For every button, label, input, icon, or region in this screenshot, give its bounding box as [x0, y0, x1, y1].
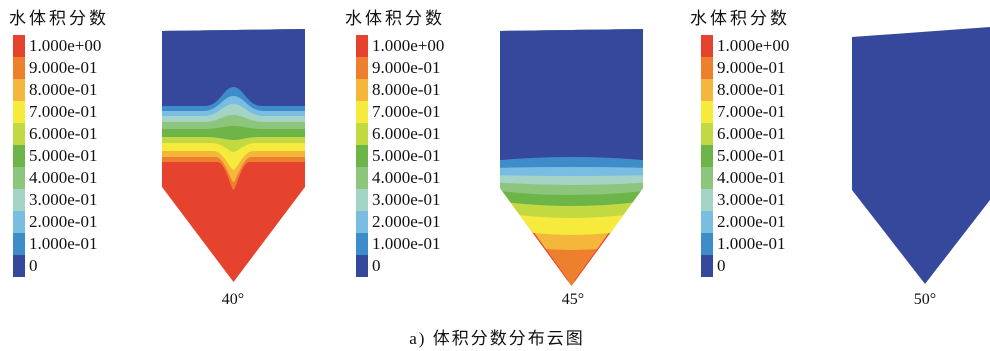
- colorbar-swatch: [13, 123, 25, 145]
- colorbar-swatch: [356, 189, 368, 211]
- colorbar-label: 7.000e-01: [717, 102, 786, 121]
- colorbar-label: 1.000e-01: [717, 234, 786, 253]
- colorbar-label: 2.000e-01: [29, 212, 98, 231]
- colorbar-label: 2.000e-01: [372, 212, 441, 231]
- colorbar-swatch: [13, 101, 25, 123]
- panel-label-40deg: 40°: [221, 291, 245, 308]
- colorbar-label: 5.000e-01: [372, 146, 441, 165]
- colorbar-swatch: [701, 167, 713, 189]
- colorbar-swatch: [356, 35, 368, 57]
- colorbar-swatch: [13, 57, 25, 79]
- colorbar-label: 0: [372, 256, 381, 275]
- colorbar-label: 9.000e-01: [29, 58, 98, 77]
- colorbar-label: 4.000e-01: [372, 168, 441, 187]
- colorbar-swatch: [701, 211, 713, 233]
- colorbar-swatch: [356, 255, 368, 277]
- colorbar-swatch: [356, 211, 368, 233]
- colorbar-swatch: [13, 35, 25, 57]
- contour-plot-50deg: [852, 27, 990, 284]
- colorbar-label: 1.000e-01: [372, 234, 441, 253]
- colorbar-swatch: [701, 101, 713, 123]
- colorbar-swatch: [13, 189, 25, 211]
- colorbar-swatch: [13, 255, 25, 277]
- colorbar-swatch: [356, 101, 368, 123]
- colorbar-swatch: [701, 57, 713, 79]
- colorbar-45deg: 水体积分数 1.000e+00 9.000e-01 8.000e-01 7.000e-0…: [345, 0, 456, 280]
- colorbar-swatch: [356, 167, 368, 189]
- colorbar-swatch: [701, 123, 713, 145]
- colorbar-label: 8.000e-01: [717, 80, 786, 99]
- colorbar-label: 1.000e+00: [717, 36, 790, 55]
- contour-band-40deg-level-0: [162, 29, 305, 106]
- colorbar-swatch: [701, 189, 713, 211]
- colorbar-swatch: [701, 255, 713, 277]
- colorbar-label: 3.000e-01: [372, 190, 441, 209]
- colorbar-label: 2.000e-01: [717, 212, 786, 231]
- colorbar-label: 1.000e-01: [29, 234, 98, 253]
- colorbar-title: 水体积分数: [9, 9, 109, 28]
- colorbar-label: 3.000e-01: [29, 190, 98, 209]
- colorbar-swatch: [356, 233, 368, 255]
- colorbar-swatch: [13, 211, 25, 233]
- colorbar-title: 水体积分数: [345, 9, 445, 28]
- panel-label-50deg: 50°: [913, 291, 937, 308]
- colorbar-swatch: [13, 145, 25, 167]
- contour-plot-45deg: [500, 29, 643, 286]
- colorbar-swatch: [701, 145, 713, 167]
- colorbar-label: 6.000e-01: [29, 124, 98, 143]
- contour-band-50deg-level-0: [852, 27, 990, 284]
- colorbar-label: 1.000e+00: [372, 36, 445, 55]
- colorbar-label: 6.000e-01: [717, 124, 786, 143]
- colorbar-label: 7.000e-01: [29, 102, 98, 121]
- colorbar-label: 5.000e-01: [29, 146, 98, 165]
- colorbar-label: 8.000e-01: [372, 80, 441, 99]
- colorbar-swatch: [701, 79, 713, 101]
- colorbar-swatch: [13, 79, 25, 101]
- colorbar-40deg: 水体积分数 1.000e+00 9.000e-01 8.000e-01 7.000e-0…: [9, 0, 113, 280]
- colorbar-label: 4.000e-01: [29, 168, 98, 187]
- colorbar-label: 5.000e-01: [717, 146, 786, 165]
- colorbar-label: 9.000e-01: [717, 58, 786, 77]
- colorbar-swatch: [356, 145, 368, 167]
- colorbar-label: 9.000e-01: [372, 58, 441, 77]
- contour-plot-40deg: [162, 29, 305, 282]
- colorbar-label: 0: [29, 256, 38, 275]
- colorbar-label: 8.000e-01: [29, 80, 98, 99]
- colorbar-label: 1.000e+00: [29, 36, 102, 55]
- colorbar-label: 0: [717, 256, 726, 275]
- colorbar-swatch: [356, 57, 368, 79]
- colorbar-label: 6.000e-01: [372, 124, 441, 143]
- contour-band-45deg-level-0: [500, 29, 643, 161]
- colorbar-label: 4.000e-01: [717, 168, 786, 187]
- colorbar-label: 7.000e-01: [372, 102, 441, 121]
- colorbar-swatch: [356, 79, 368, 101]
- colorbar-swatch: [13, 233, 25, 255]
- colorbar-title: 水体积分数: [690, 9, 790, 28]
- panel-label-45deg: 45°: [561, 291, 585, 308]
- colorbar-swatch: [13, 167, 25, 189]
- figure-caption: a) 体积分数分布云图: [409, 329, 585, 348]
- colorbar-swatch: [701, 233, 713, 255]
- colorbar-50deg: 水体积分数 1.000e+00 9.000e-01 8.000e-01 7.000e-0…: [690, 0, 801, 280]
- colorbar-swatch: [356, 123, 368, 145]
- colorbar-swatch: [701, 35, 713, 57]
- colorbar-label: 3.000e-01: [717, 190, 786, 209]
